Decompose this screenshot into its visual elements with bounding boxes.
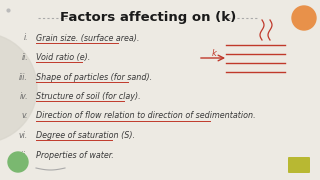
Text: v.: v. xyxy=(21,111,28,120)
Circle shape xyxy=(0,33,37,143)
Text: Degree of saturation (S).: Degree of saturation (S). xyxy=(36,131,135,140)
Text: Properties of water.: Properties of water. xyxy=(36,150,114,159)
Text: ii.: ii. xyxy=(21,53,28,62)
Text: iii.: iii. xyxy=(19,73,28,82)
Text: Factors affecting on (k): Factors affecting on (k) xyxy=(60,12,236,24)
Circle shape xyxy=(8,152,28,172)
Text: i.: i. xyxy=(23,33,28,42)
Text: Structure of soil (for clay).: Structure of soil (for clay). xyxy=(36,92,140,101)
Text: Void ratio (e).: Void ratio (e). xyxy=(36,53,90,62)
Text: vi.: vi. xyxy=(19,131,28,140)
Text: vii.: vii. xyxy=(17,150,28,159)
Text: Grain size. (surface area).: Grain size. (surface area). xyxy=(36,33,140,42)
Text: iv.: iv. xyxy=(20,92,28,101)
Text: k: k xyxy=(212,48,216,57)
FancyBboxPatch shape xyxy=(288,157,310,173)
Circle shape xyxy=(292,6,316,30)
Text: Direction of flow relation to direction of sedimentation.: Direction of flow relation to direction … xyxy=(36,111,256,120)
Text: Shape of particles (for sand).: Shape of particles (for sand). xyxy=(36,73,152,82)
